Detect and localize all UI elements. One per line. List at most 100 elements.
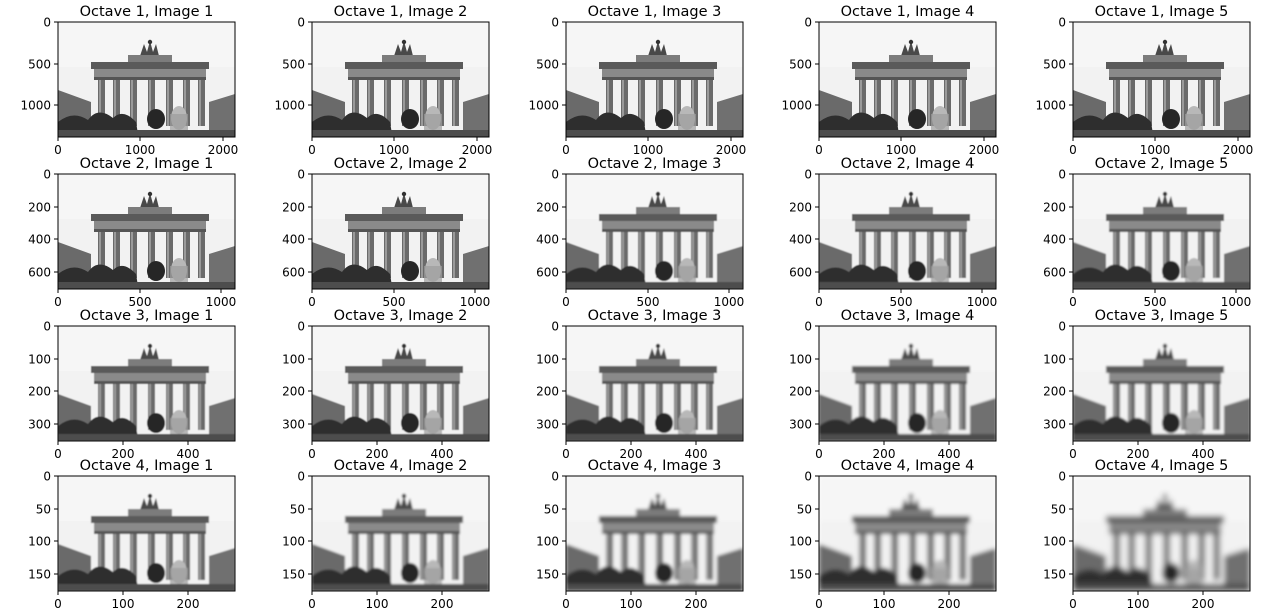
panel-title: Octave 4, Image 3 xyxy=(588,458,722,474)
y-tick-label: 0 xyxy=(804,168,812,182)
x-tick-label: 0 xyxy=(54,447,62,461)
axes-frame xyxy=(1072,325,1251,442)
x-tick-label: 0 xyxy=(815,143,823,157)
x-tick-label: 400 xyxy=(177,447,200,461)
y-tick-label: 200 xyxy=(282,385,305,399)
image-panel: Octave 3, Image 5 0 100 200 300 0 200 400 xyxy=(1043,308,1251,461)
axes-frame xyxy=(565,21,744,138)
image-panel: Octave 4, Image 5 0 50 100 150 0 100 200 xyxy=(1043,458,1251,611)
y-tick-label: 500 xyxy=(789,58,812,72)
y-tick-label: 150 xyxy=(536,568,559,582)
blurred-image xyxy=(312,326,489,441)
x-tick-label: 0 xyxy=(308,295,316,309)
x-tick-label: 200 xyxy=(112,447,135,461)
blurred-image xyxy=(566,476,743,591)
x-tick-label: 2000 xyxy=(208,143,239,157)
panel-title: Octave 3, Image 2 xyxy=(334,308,468,324)
panel-title: Octave 3, Image 4 xyxy=(841,308,975,324)
panel-title: Octave 1, Image 5 xyxy=(1095,4,1229,20)
image-panel: Octave 2, Image 3 0 200 400 600 0 500 1000 xyxy=(536,156,744,309)
panel-title: Octave 4, Image 1 xyxy=(80,458,214,474)
axes-frame xyxy=(565,475,744,592)
y-tick-label: 100 xyxy=(282,535,305,549)
x-tick-label: 100 xyxy=(366,597,389,611)
image-panel: Octave 4, Image 3 0 50 100 150 0 100 200 xyxy=(536,458,744,611)
y-tick-label: 200 xyxy=(28,201,51,215)
axes-frame xyxy=(1072,475,1251,592)
x-tick-label: 0 xyxy=(815,597,823,611)
y-tick-label: 50 xyxy=(1051,503,1066,517)
x-tick-label: 400 xyxy=(938,447,961,461)
y-tick-label: 400 xyxy=(1043,233,1066,247)
panel-title: Octave 2, Image 5 xyxy=(1095,156,1229,172)
y-tick-label: 500 xyxy=(1043,58,1066,72)
x-tick-label: 500 xyxy=(1144,295,1167,309)
y-tick-label: 200 xyxy=(789,201,812,215)
x-tick-label: 2000 xyxy=(716,143,747,157)
y-tick-label: 50 xyxy=(544,503,559,517)
y-tick-label: 150 xyxy=(28,568,51,582)
panel-title: Octave 1, Image 3 xyxy=(588,4,722,20)
x-tick-label: 1000 xyxy=(1221,295,1252,309)
panel-title: Octave 2, Image 2 xyxy=(334,156,468,172)
axes-frame xyxy=(57,173,236,290)
y-tick-label: 0 xyxy=(297,320,305,334)
image-panel: Octave 3, Image 2 0 100 200 300 0 200 400 xyxy=(282,308,490,461)
y-tick-label: 100 xyxy=(536,353,559,367)
x-tick-label: 400 xyxy=(431,447,454,461)
x-tick-label: 0 xyxy=(54,597,62,611)
blurred-image xyxy=(312,476,489,591)
y-tick-label: 500 xyxy=(282,58,305,72)
y-tick-label: 200 xyxy=(789,385,812,399)
x-tick-label: 1000 xyxy=(379,143,410,157)
x-tick-label: 500 xyxy=(890,295,913,309)
y-tick-label: 0 xyxy=(43,470,51,484)
image-panel: Octave 4, Image 2 0 50 100 150 0 100 200 xyxy=(282,458,490,611)
x-tick-label: 200 xyxy=(1192,597,1215,611)
panel-title: Octave 4, Image 2 xyxy=(334,458,468,474)
blurred-image xyxy=(566,326,743,441)
panel-title: Octave 3, Image 1 xyxy=(80,308,214,324)
x-tick-label: 0 xyxy=(1069,295,1077,309)
blurred-image xyxy=(819,326,996,441)
x-tick-label: 0 xyxy=(562,447,570,461)
y-tick-label: 600 xyxy=(1043,266,1066,280)
x-tick-label: 0 xyxy=(562,597,570,611)
blurred-image xyxy=(58,326,235,441)
y-tick-label: 0 xyxy=(1058,470,1066,484)
image-panel: Octave 2, Image 5 0 200 400 600 0 500 1000 xyxy=(1043,156,1251,309)
y-tick-label: 50 xyxy=(797,503,812,517)
x-tick-label: 200 xyxy=(177,597,200,611)
axes-frame xyxy=(818,475,997,592)
x-tick-label: 100 xyxy=(873,597,896,611)
y-tick-label: 0 xyxy=(1058,168,1066,182)
panel-title: Octave 3, Image 5 xyxy=(1095,308,1229,324)
blurred-image xyxy=(819,22,996,137)
blurred-image xyxy=(819,476,996,591)
panel-title: Octave 1, Image 1 xyxy=(80,4,214,20)
y-tick-label: 0 xyxy=(551,16,559,30)
blurred-image xyxy=(58,22,235,137)
axes-frame xyxy=(818,21,997,138)
panel-title: Octave 4, Image 5 xyxy=(1095,458,1229,474)
image-panel: Octave 1, Image 4 0 500 1000 0 1000 2000 xyxy=(781,4,999,157)
blurred-image xyxy=(312,22,489,137)
x-tick-label: 200 xyxy=(431,597,454,611)
axes-frame xyxy=(818,325,997,442)
y-tick-label: 0 xyxy=(43,320,51,334)
image-panel: Octave 1, Image 1 0 500 1000 0 1000 2000 xyxy=(20,4,238,157)
y-tick-label: 100 xyxy=(1043,353,1066,367)
y-tick-label: 150 xyxy=(1043,568,1066,582)
y-tick-label: 1000 xyxy=(20,99,51,113)
x-tick-label: 0 xyxy=(562,295,570,309)
x-tick-label: 500 xyxy=(129,295,152,309)
axes-frame xyxy=(57,21,236,138)
x-tick-label: 0 xyxy=(54,295,62,309)
y-tick-label: 200 xyxy=(1043,201,1066,215)
y-tick-label: 0 xyxy=(1058,16,1066,30)
y-tick-label: 300 xyxy=(28,418,51,432)
y-tick-label: 0 xyxy=(297,168,305,182)
y-tick-label: 100 xyxy=(789,535,812,549)
blurred-image xyxy=(1073,174,1250,289)
y-tick-label: 150 xyxy=(282,568,305,582)
